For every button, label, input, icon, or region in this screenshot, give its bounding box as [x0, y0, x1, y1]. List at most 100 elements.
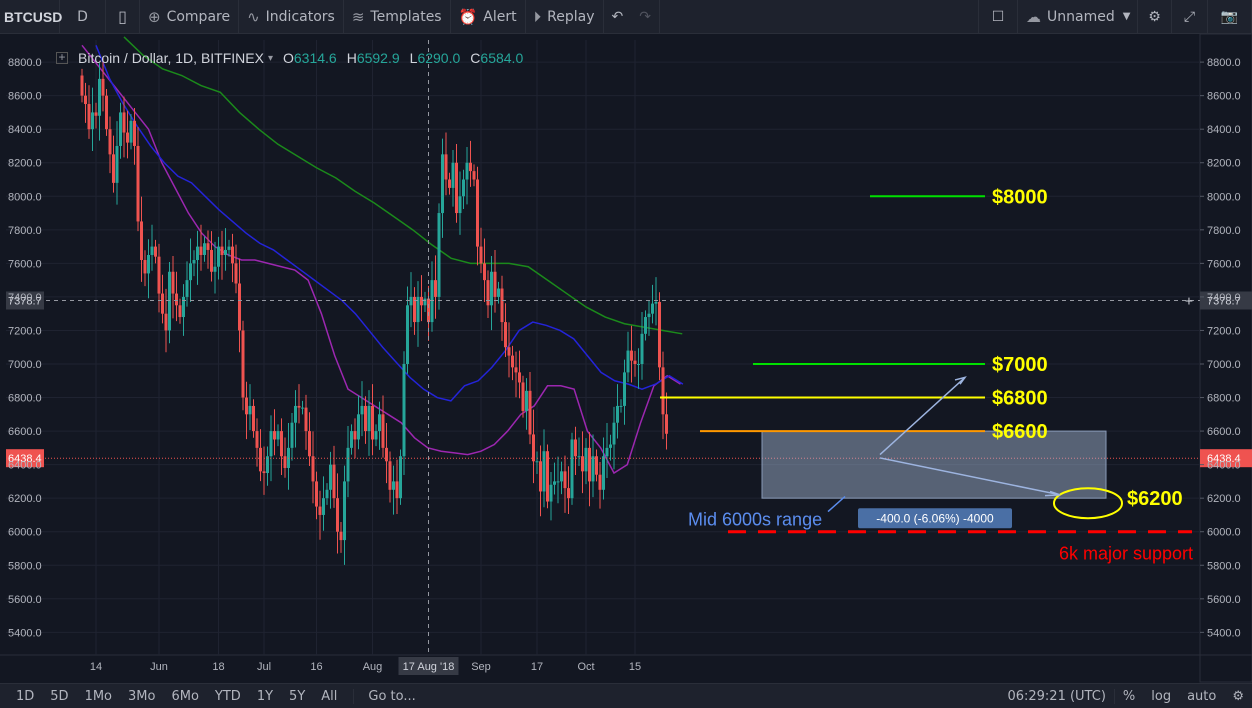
candle-body: [616, 405, 619, 423]
measure-box: [858, 508, 1012, 529]
arrow-up-line: [879, 376, 966, 456]
chevron-down-icon: ▼: [1122, 11, 1131, 22]
candle-body: [434, 280, 437, 297]
goto-button[interactable]: Go to...: [353, 688, 423, 704]
candle-body: [297, 405, 301, 408]
settings-button[interactable]: ⚙: [1138, 0, 1172, 33]
candle-body: [315, 481, 318, 507]
candle-body: [318, 506, 322, 515]
x-tick-label: Oct: [577, 661, 594, 673]
candle-body: [609, 444, 612, 448]
range-1mo[interactable]: 1Mo: [84, 688, 113, 704]
candle-body: [185, 280, 189, 297]
candle-body: [189, 263, 192, 281]
redo-icon: ↷: [639, 8, 651, 25]
legend-dropdown-icon[interactable]: ▾: [267, 52, 273, 64]
candle-body: [332, 464, 336, 499]
candle-body: [329, 464, 332, 490]
y-tick-label: 7600.0: [1207, 258, 1241, 270]
indicators-button[interactable]: ∿ Indicators: [239, 0, 344, 33]
x-tick-label: Aug: [363, 661, 383, 673]
alert-button[interactable]: ⏰ Alert: [451, 0, 526, 33]
top-toolbar: BTCUSD D ▯ ⊕ Compare ∿ Indicators ≋ Temp…: [0, 0, 1252, 34]
x-tick-label: 14: [90, 661, 102, 673]
candle-body: [500, 288, 504, 323]
alarm-clock-icon: ⏰: [458, 7, 478, 26]
candle-body: [227, 246, 231, 250]
candle-body: [381, 414, 385, 448]
range-1y[interactable]: 1Y: [256, 688, 274, 704]
log-toggle[interactable]: log: [1151, 688, 1172, 704]
y-tick-label: 5600.0: [1207, 594, 1241, 606]
redo-button[interactable]: ↷: [631, 0, 660, 33]
legend-collapse-icon[interactable]: +: [56, 51, 68, 64]
candle-body: [308, 431, 311, 457]
auto-toggle[interactable]: auto: [1187, 688, 1217, 704]
y-tick-label-left: 6200.0: [8, 493, 42, 505]
y-tick-label: 7400.0: [1207, 292, 1241, 304]
compare-label: Compare: [166, 8, 231, 25]
range-all[interactable]: All: [321, 688, 338, 704]
range-ytd[interactable]: YTD: [214, 688, 241, 704]
candle-body: [423, 298, 427, 306]
legend-title[interactable]: Bitcoin / Dollar, 1D, BITFINEX: [78, 50, 264, 66]
interval-button[interactable]: D: [60, 0, 106, 33]
candle-body: [532, 434, 535, 462]
undo-button[interactable]: ↶: [604, 0, 632, 33]
candle-body: [115, 145, 119, 183]
compare-button[interactable]: ⊕ Compare: [140, 0, 240, 33]
candle-body: [574, 439, 577, 457]
y-tick-label-left: 6400.0: [8, 460, 42, 472]
chart-style-button[interactable]: ▯: [106, 0, 140, 33]
layout-save-button[interactable]: ☁ Unnamed ▼: [1018, 0, 1138, 33]
low-label: L: [409, 50, 418, 66]
y-tick-label-left: 6600.0: [8, 426, 42, 438]
candle-body: [290, 422, 294, 448]
templates-button[interactable]: ≋ Templates: [344, 0, 451, 33]
candle-body: [437, 213, 441, 297]
y-tick-label-left: 7800.0: [8, 225, 42, 237]
last-price-label-left: 6438.4: [8, 453, 42, 465]
indicators-icon: ∿: [247, 7, 260, 26]
candle-body: [168, 271, 171, 331]
level-7000-label: $7000: [992, 354, 1048, 376]
replay-button[interactable]: ⏵ Replay: [526, 0, 604, 33]
candle-body: [528, 390, 532, 435]
level-6800-label: $6800: [992, 388, 1048, 410]
price-axis: [1199, 33, 1252, 683]
symbol-search[interactable]: BTCUSD: [0, 0, 62, 33]
candle-body: [224, 249, 227, 255]
candle-body: [199, 246, 203, 255]
range-3mo[interactable]: 3Mo: [128, 688, 156, 704]
bottom-toolbar: 1D 5D 1Mo 3Mo 6Mo YTD 1Y 5Y All Go to...…: [0, 683, 1252, 708]
candle-body: [192, 260, 196, 264]
range-6mo[interactable]: 6Mo: [171, 688, 199, 704]
fullscreen-button[interactable]: ⤢: [1172, 0, 1208, 33]
candle-body: [339, 531, 343, 541]
range-1d[interactable]: 1D: [16, 688, 35, 704]
candle-body: [136, 145, 140, 222]
candle-body: [220, 246, 224, 255]
candle-body: [259, 447, 262, 472]
fullscreen-box-button[interactable]: ☐: [978, 0, 1018, 33]
candle-body: [210, 249, 213, 272]
crosshair-price-box: [1200, 291, 1252, 310]
range-5y[interactable]: 5Y: [289, 688, 306, 704]
candle-body: [619, 405, 623, 407]
candle-body: [584, 447, 588, 472]
y-tick-label-left: 5600.0: [8, 594, 42, 606]
x-tick-label: Jul: [257, 661, 271, 673]
candle-body: [507, 347, 511, 356]
low-value: 6290.0: [417, 50, 461, 66]
axis-settings-button[interactable]: ⚙: [1224, 689, 1252, 704]
percent-toggle[interactable]: %: [1113, 688, 1143, 704]
candle-body: [602, 456, 605, 490]
y-tick-label-left: 8400.0: [8, 124, 42, 136]
cloud-icon: ☁: [1026, 7, 1041, 26]
candle-body: [570, 439, 574, 499]
candle-body: [262, 471, 266, 474]
clock[interactable]: 06:29:21 (UTC): [1007, 688, 1106, 704]
crosshair-plus-icon: +: [1185, 292, 1193, 308]
range-5d[interactable]: 5D: [50, 688, 69, 704]
